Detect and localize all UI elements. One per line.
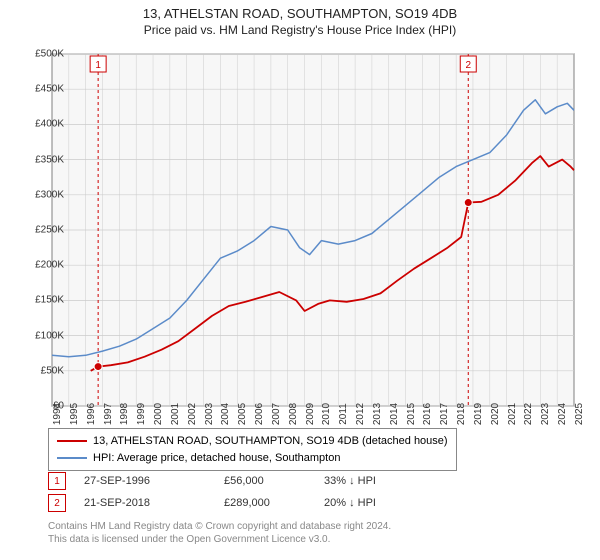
x-tick-label: 2015 bbox=[406, 403, 417, 425]
y-tick-label: £100K bbox=[35, 330, 64, 341]
footer-attribution: Contains HM Land Registry data © Crown c… bbox=[48, 520, 391, 546]
footer-line1: Contains HM Land Registry data © Crown c… bbox=[48, 520, 391, 533]
x-tick-label: 2018 bbox=[456, 403, 467, 425]
x-tick-label: 1997 bbox=[103, 403, 114, 425]
x-tick-label: 1994 bbox=[52, 403, 63, 425]
legend-label: 13, ATHELSTAN ROAD, SOUTHAMPTON, SO19 4D… bbox=[93, 433, 448, 450]
sale-pct: 33% ↓ HPI bbox=[324, 475, 444, 487]
sale-row: 1 27-SEP-1996£56,00033% ↓ HPI bbox=[48, 470, 444, 492]
sale-row: 2 21-SEP-2018£289,00020% ↓ HPI bbox=[48, 492, 444, 514]
sale-date: 27-SEP-1996 bbox=[84, 475, 224, 487]
x-tick-label: 2013 bbox=[372, 403, 383, 425]
x-tick-label: 2002 bbox=[187, 403, 198, 425]
x-tick-label: 2022 bbox=[523, 403, 534, 425]
y-tick-label: £450K bbox=[35, 84, 64, 95]
x-tick-label: 2024 bbox=[557, 403, 568, 425]
sale-pct: 20% ↓ HPI bbox=[324, 497, 444, 509]
x-tick-label: 2019 bbox=[473, 403, 484, 425]
x-tick-label: 2012 bbox=[355, 403, 366, 425]
price-chart: 12 bbox=[48, 50, 578, 410]
x-tick-label: 2003 bbox=[204, 403, 215, 425]
legend-swatch bbox=[57, 457, 87, 459]
x-tick-label: 2007 bbox=[271, 403, 282, 425]
x-tick-label: 2001 bbox=[170, 403, 181, 425]
x-tick-label: 1999 bbox=[136, 403, 147, 425]
x-tick-label: 1998 bbox=[119, 403, 130, 425]
sale-date: 21-SEP-2018 bbox=[84, 497, 224, 509]
y-tick-label: £500K bbox=[35, 49, 64, 60]
sale-marker-badge: 2 bbox=[48, 494, 66, 512]
legend-label: HPI: Average price, detached house, Sout… bbox=[93, 450, 340, 467]
legend: 13, ATHELSTAN ROAD, SOUTHAMPTON, SO19 4D… bbox=[48, 428, 457, 471]
x-tick-label: 2004 bbox=[220, 403, 231, 425]
legend-item: 13, ATHELSTAN ROAD, SOUTHAMPTON, SO19 4D… bbox=[57, 433, 448, 450]
x-tick-label: 2009 bbox=[305, 403, 316, 425]
y-tick-label: £350K bbox=[35, 154, 64, 165]
x-tick-label: 2005 bbox=[237, 403, 248, 425]
x-tick-label: 2006 bbox=[254, 403, 265, 425]
sales-table: 1 27-SEP-1996£56,00033% ↓ HPI 2 21-SEP-2018… bbox=[48, 470, 444, 514]
x-tick-label: 2008 bbox=[288, 403, 299, 425]
x-tick-label: 2010 bbox=[321, 403, 332, 425]
x-tick-label: 2021 bbox=[507, 403, 518, 425]
x-tick-label: 2023 bbox=[540, 403, 551, 425]
chart-subtitle: Price paid vs. HM Land Registry's House … bbox=[0, 23, 600, 37]
y-tick-label: £50K bbox=[41, 365, 64, 376]
sale-marker-badge: 1 bbox=[48, 472, 66, 490]
y-tick-label: £250K bbox=[35, 225, 64, 236]
y-tick-label: £150K bbox=[35, 295, 64, 306]
x-tick-label: 2011 bbox=[338, 403, 349, 425]
x-tick-label: 2017 bbox=[439, 403, 450, 425]
svg-text:1: 1 bbox=[95, 60, 101, 71]
chart-title: 13, ATHELSTAN ROAD, SOUTHAMPTON, SO19 4D… bbox=[0, 6, 600, 21]
x-tick-label: 2014 bbox=[389, 403, 400, 425]
x-tick-label: 1995 bbox=[69, 403, 80, 425]
legend-item: HPI: Average price, detached house, Sout… bbox=[57, 450, 448, 467]
svg-text:2: 2 bbox=[465, 60, 471, 71]
x-tick-label: 2016 bbox=[422, 403, 433, 425]
footer-line2: This data is licensed under the Open Gov… bbox=[48, 533, 391, 546]
x-tick-label: 2000 bbox=[153, 403, 164, 425]
y-tick-label: £400K bbox=[35, 119, 64, 130]
x-tick-label: 2025 bbox=[574, 403, 585, 425]
legend-swatch bbox=[57, 440, 87, 442]
x-tick-label: 1996 bbox=[86, 403, 97, 425]
sale-price: £289,000 bbox=[224, 497, 324, 509]
y-tick-label: £200K bbox=[35, 260, 64, 271]
y-tick-label: £300K bbox=[35, 189, 64, 200]
x-tick-label: 2020 bbox=[490, 403, 501, 425]
sale-price: £56,000 bbox=[224, 475, 324, 487]
